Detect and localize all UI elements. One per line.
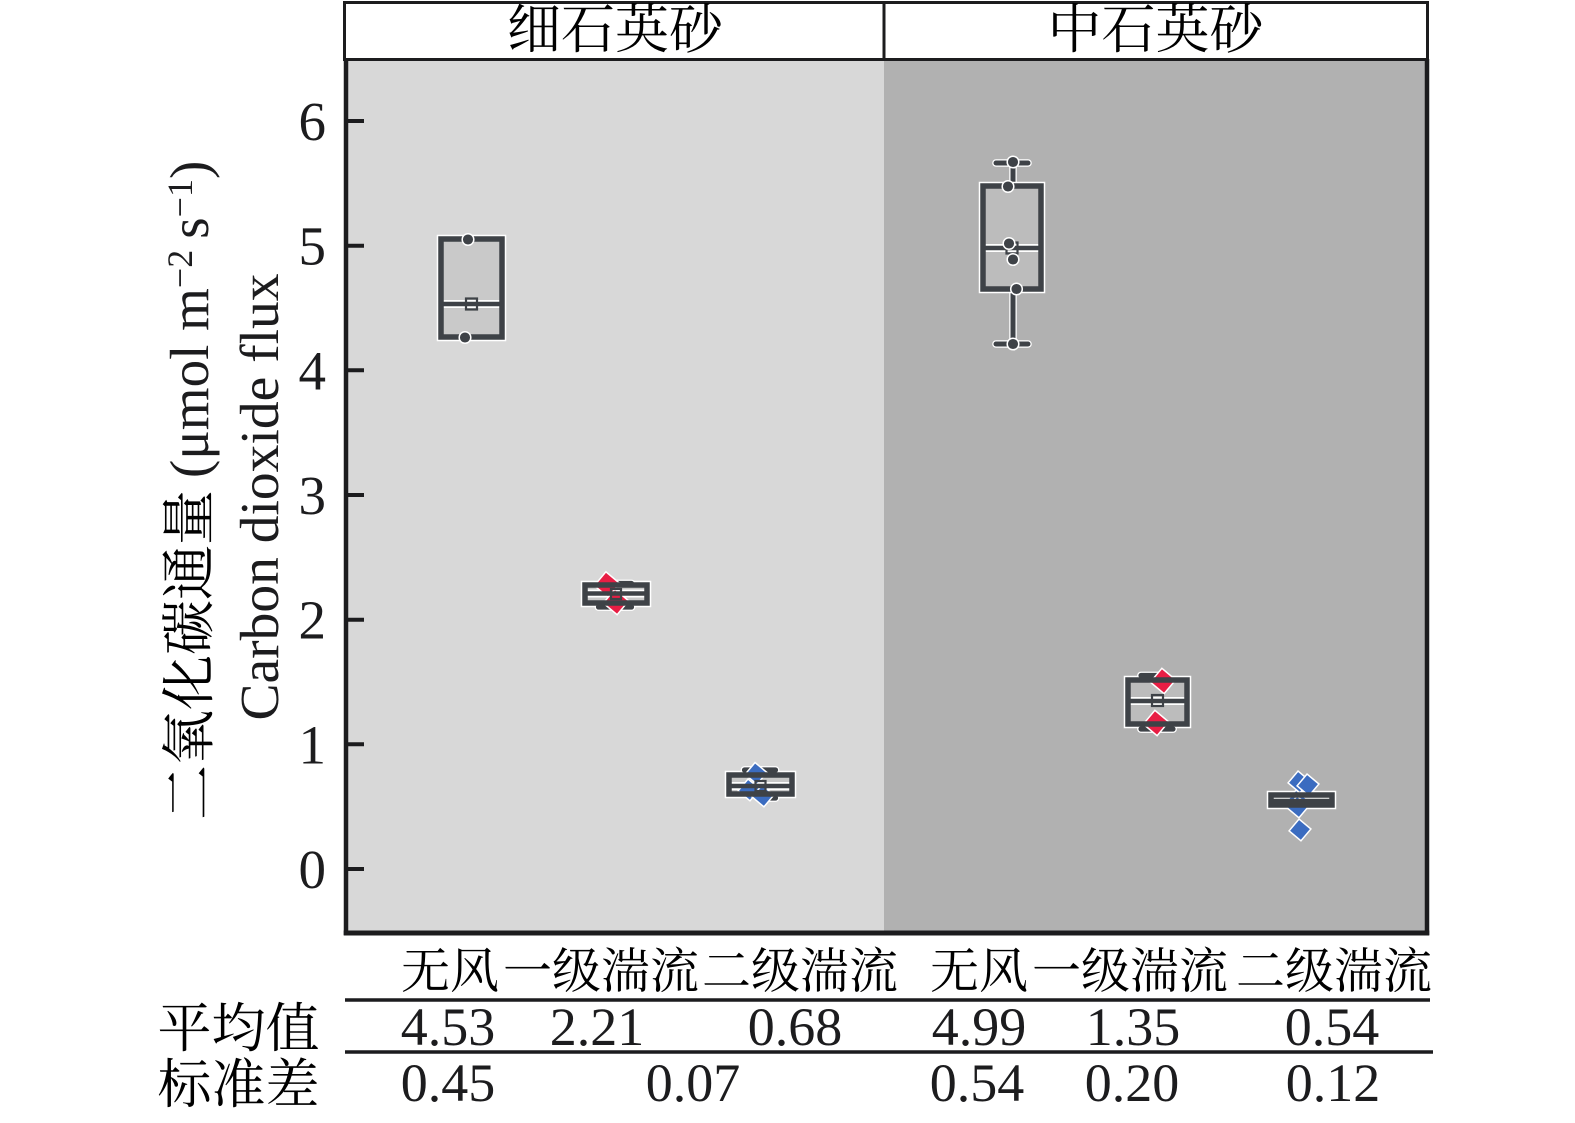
svg-text:0.20: 0.20	[1085, 1053, 1180, 1113]
svg-text:Carbon dioxide flux: Carbon dioxide flux	[230, 273, 291, 720]
svg-text:6: 6	[299, 91, 327, 152]
svg-text:0.45: 0.45	[401, 1053, 496, 1113]
svg-text:2.21: 2.21	[550, 997, 645, 1057]
svg-text:2: 2	[299, 590, 327, 651]
svg-text:0: 0	[299, 839, 327, 900]
svg-text:1.35: 1.35	[1086, 997, 1181, 1057]
svg-text:0.54: 0.54	[930, 1053, 1025, 1113]
svg-text:4.99: 4.99	[932, 997, 1027, 1057]
svg-text:3: 3	[299, 465, 327, 526]
svg-text:5: 5	[299, 216, 327, 277]
svg-text:0.12: 0.12	[1286, 1053, 1381, 1113]
svg-text:4: 4	[299, 340, 327, 401]
svg-text:0.68: 0.68	[748, 997, 843, 1057]
svg-text:0.07: 0.07	[646, 1053, 741, 1113]
svg-text:4.53: 4.53	[401, 997, 496, 1057]
svg-text:0.54: 0.54	[1285, 997, 1380, 1057]
svg-text:1: 1	[299, 714, 327, 775]
